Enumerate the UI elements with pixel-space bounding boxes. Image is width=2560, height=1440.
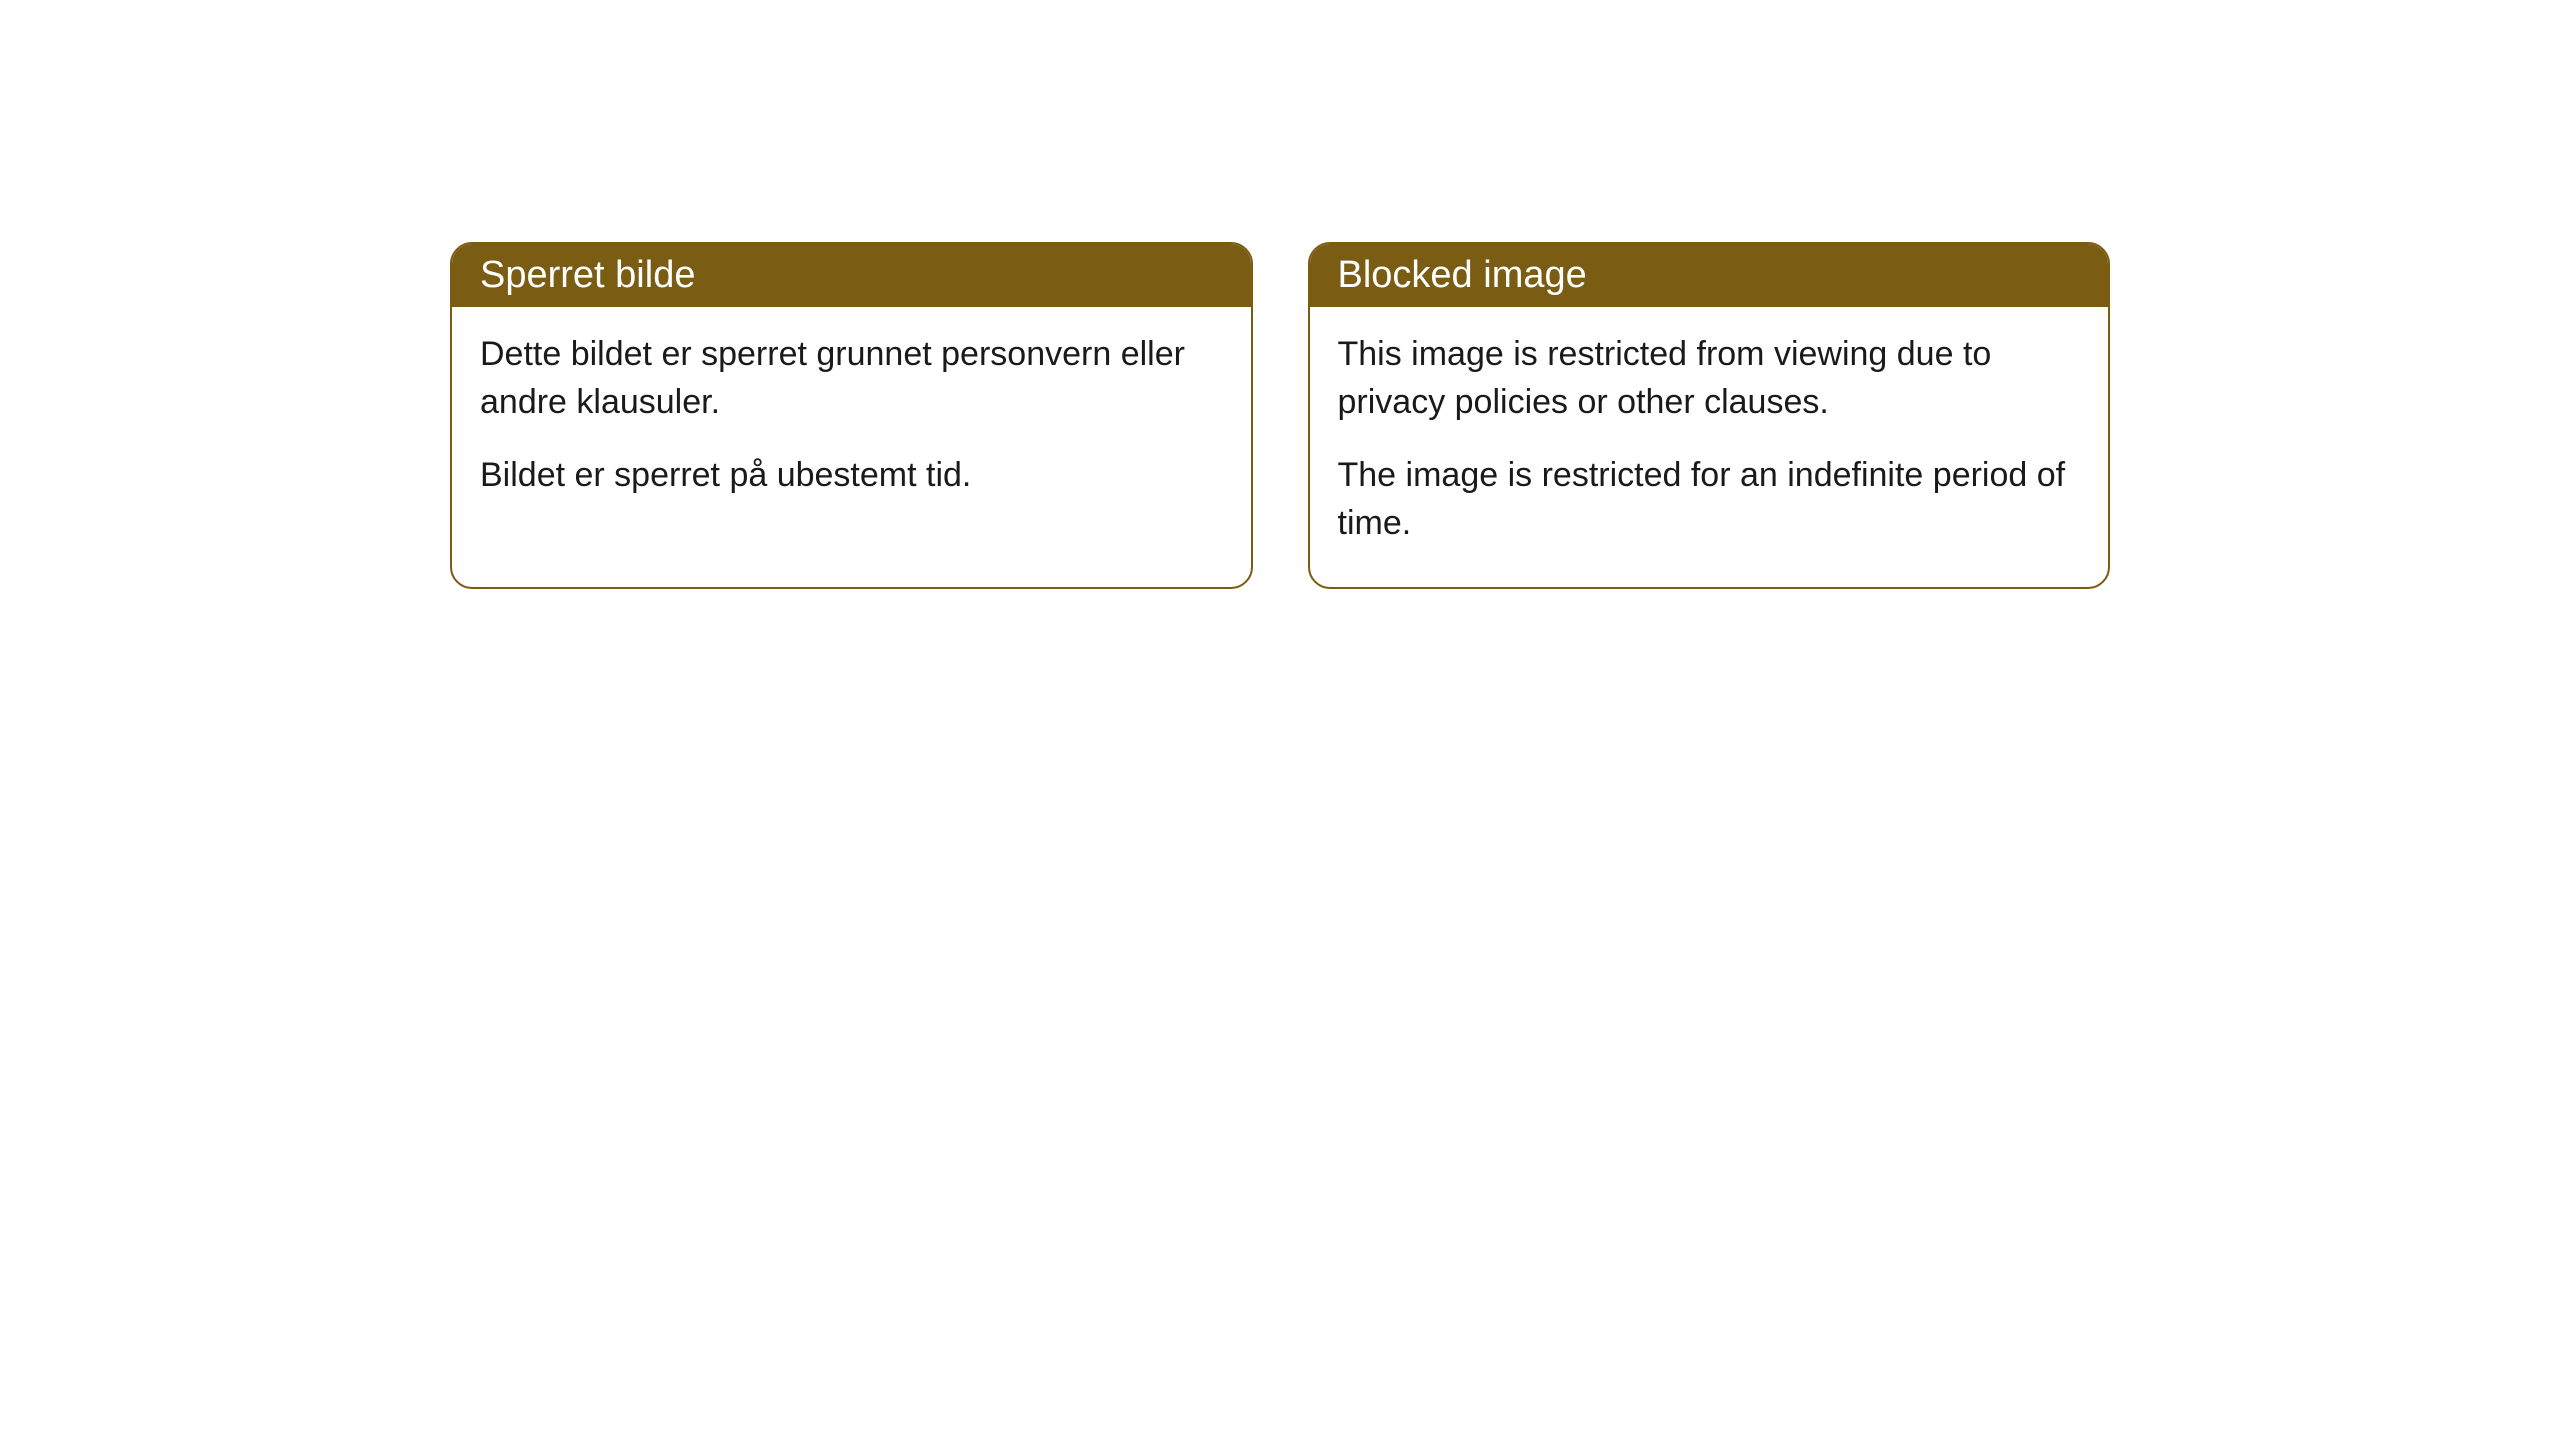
card-text-no-1: Dette bildet er sperret grunnet personve… [480,331,1223,426]
card-title-no: Sperret bilde [452,244,1251,307]
card-body-no: Dette bildet er sperret grunnet personve… [452,307,1251,540]
card-text-en-1: This image is restricted from viewing du… [1338,331,2081,426]
card-body-en: This image is restricted from viewing du… [1310,307,2109,587]
card-text-no-2: Bildet er sperret på ubestemt tid. [480,452,1223,500]
blocked-image-card-no: Sperret bilde Dette bildet er sperret gr… [450,242,1253,589]
card-text-en-2: The image is restricted for an indefinit… [1338,452,2081,547]
card-title-en: Blocked image [1310,244,2109,307]
notice-cards-container: Sperret bilde Dette bildet er sperret gr… [0,0,2560,831]
blocked-image-card-en: Blocked image This image is restricted f… [1308,242,2111,589]
